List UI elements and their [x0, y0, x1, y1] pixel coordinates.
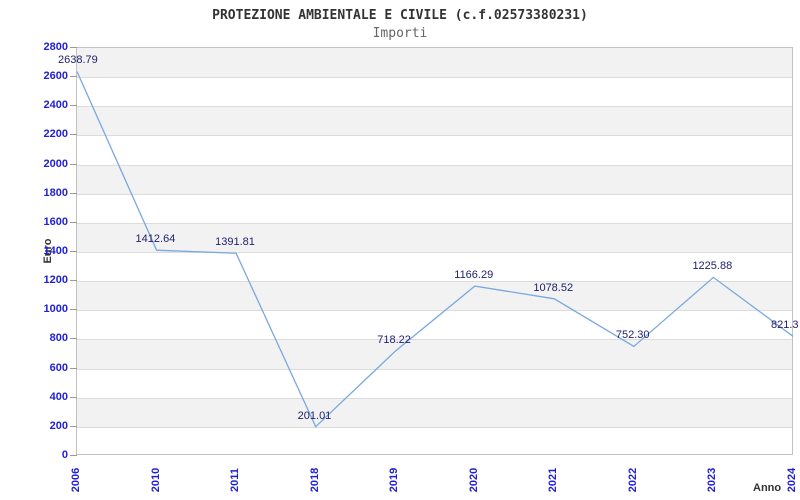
- y-tick-label: 1000: [43, 303, 68, 316]
- grid-line: [77, 106, 792, 107]
- grid-line: [77, 165, 792, 166]
- x-tick-label: 2023: [706, 467, 719, 493]
- background-band: [77, 397, 792, 427]
- y-tick-mark: [70, 455, 77, 456]
- chart-subtitle: Importi: [372, 26, 428, 41]
- data-point-label: 1078.52: [533, 281, 574, 294]
- x-tick-label: 2024: [786, 467, 798, 493]
- data-point-label: 1166.29: [454, 269, 494, 282]
- background-band: [77, 281, 792, 311]
- y-tick-mark: [70, 426, 77, 427]
- grid-line: [77, 252, 792, 253]
- y-tick-mark: [70, 193, 77, 194]
- background-band: [77, 48, 792, 78]
- grid-line: [77, 135, 792, 136]
- y-tick-mark: [70, 397, 77, 398]
- x-tick-label: 2020: [467, 467, 480, 493]
- y-tick-mark: [70, 309, 77, 310]
- x-tick-label: 2021: [547, 467, 560, 493]
- x-tick-label: 2019: [388, 467, 401, 493]
- y-tick-label: 1200: [43, 274, 68, 287]
- y-tick-mark: [70, 368, 77, 369]
- grid-line: [77, 281, 792, 282]
- data-point-label: 821.3: [771, 319, 799, 332]
- data-point-label: 2638.79: [58, 54, 98, 67]
- background-band: [77, 222, 792, 252]
- y-tick-label: 1800: [43, 186, 68, 199]
- y-tick-mark: [70, 47, 77, 48]
- grid-line: [77, 369, 792, 370]
- y-tick-label: 2200: [43, 128, 68, 141]
- chart-title: PROTEZIONE AMBIENTALE E CIVILE (c.f.0257…: [212, 8, 588, 23]
- y-tick-mark: [70, 164, 77, 165]
- data-point-label: 1412.64: [135, 233, 176, 246]
- x-tick-label: 2011: [229, 468, 242, 492]
- grid-line: [77, 310, 792, 311]
- y-tick-label: 600: [49, 361, 68, 374]
- y-tick-mark: [70, 134, 77, 135]
- x-tick-label: 2022: [626, 467, 639, 493]
- grid-line: [77, 194, 792, 195]
- y-tick-label: 1400: [43, 245, 68, 257]
- x-tick-label: 2006: [70, 467, 82, 493]
- y-tick-label: 0: [61, 449, 68, 461]
- grid-line: [77, 398, 792, 399]
- y-tick-mark: [70, 280, 77, 281]
- grid-line: [77, 223, 792, 224]
- background-band: [77, 106, 792, 136]
- grid-line: [77, 427, 792, 428]
- data-point-label: 752.30: [615, 329, 650, 342]
- background-band: [77, 339, 792, 369]
- x-tick-label: 2018: [308, 467, 321, 493]
- y-tick-label: 400: [49, 390, 68, 403]
- y-tick-mark: [70, 105, 77, 106]
- y-tick-label: 1600: [43, 215, 68, 228]
- line-series: [77, 71, 794, 428]
- y-tick-mark: [70, 76, 77, 77]
- y-tick-mark: [70, 251, 77, 252]
- y-tick-label: 2600: [43, 70, 68, 83]
- data-point-label: 201.01: [297, 409, 332, 422]
- y-tick-label: 2400: [43, 99, 68, 112]
- y-tick-mark: [70, 222, 77, 223]
- data-point-label: 1225.88: [692, 260, 733, 273]
- line-series-svg: [77, 71, 794, 428]
- plot-area: [76, 47, 794, 455]
- grid-line: [77, 339, 792, 340]
- grid-line: [77, 77, 792, 78]
- y-tick-label: 2000: [43, 157, 68, 170]
- data-point-label: 1391.81: [215, 236, 255, 249]
- y-tick-mark: [70, 338, 77, 339]
- y-tick-label: 800: [49, 332, 68, 345]
- x-axis-title: Anno: [753, 482, 782, 494]
- data-point-label: 718.22: [377, 334, 411, 347]
- y-tick-label: 2800: [43, 41, 68, 53]
- background-band: [77, 164, 792, 194]
- x-tick-label: 2010: [149, 467, 162, 493]
- y-tick-label: 200: [49, 419, 68, 432]
